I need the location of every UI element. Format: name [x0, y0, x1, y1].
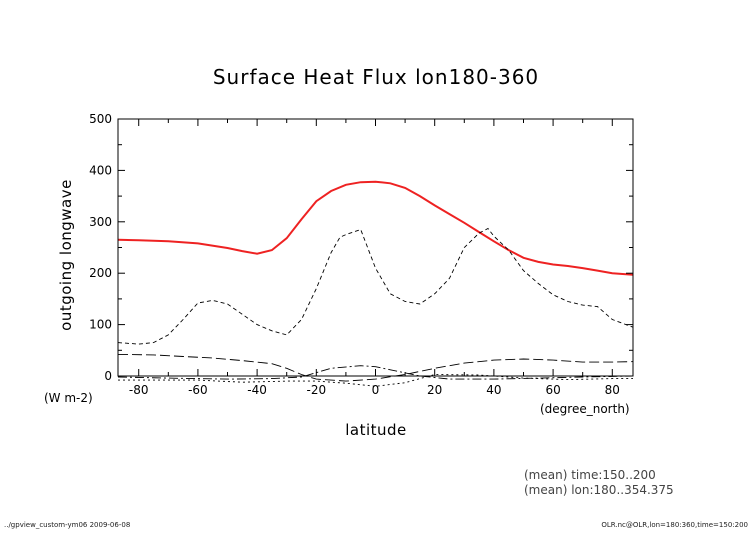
footer-left: ../gpview_custom-ym06 2009-06-08 [4, 521, 130, 529]
x-tick-label: -40 [247, 383, 267, 397]
ticks-layer: -80 -60 -40 -20 0 20 40 60 80 0 100 200 300 400 500 [89, 112, 633, 397]
y-unit-label: (W m-2) [44, 391, 93, 405]
x-tick-label: -20 [306, 383, 326, 397]
series-layer [117, 180, 634, 387]
y-tick-label: 0 [104, 369, 112, 383]
plot-frame [117, 118, 634, 377]
series-line-4 [117, 365, 634, 380]
y-tick-label: 400 [89, 163, 112, 177]
x-tick-label: 20 [427, 383, 442, 397]
series-line-2 [117, 227, 634, 345]
x-tick-label: 40 [486, 383, 501, 397]
y-tick-label: 100 [89, 318, 112, 332]
x-tick-label: 60 [545, 383, 560, 397]
x-unit-label: (degree_north) [540, 402, 630, 416]
x-tick-label: -60 [188, 383, 208, 397]
chart-title: Surface Heat Flux lon180-360 [213, 65, 539, 89]
mean-time-note: (mean) time:150..200 [524, 468, 656, 482]
x-tick-label: -80 [129, 383, 149, 397]
y-axis-label: outgoing longwave [57, 179, 75, 331]
x-axis-label: latitude [345, 421, 407, 439]
x-tick-label: 80 [605, 383, 620, 397]
mean-lon-note: (mean) lon:180..354.375 [524, 483, 674, 497]
y-tick-label: 500 [89, 112, 112, 126]
series-line-1 [117, 180, 634, 276]
y-tick-label: 300 [89, 215, 112, 229]
series-line-3 [117, 353, 634, 382]
y-tick-label: 200 [89, 266, 112, 280]
series-line-5 [118, 374, 633, 387]
x-tick-label: 0 [372, 383, 380, 397]
footer-right: OLR.nc@OLR,lon=180:360,time=150:200 [601, 521, 748, 529]
